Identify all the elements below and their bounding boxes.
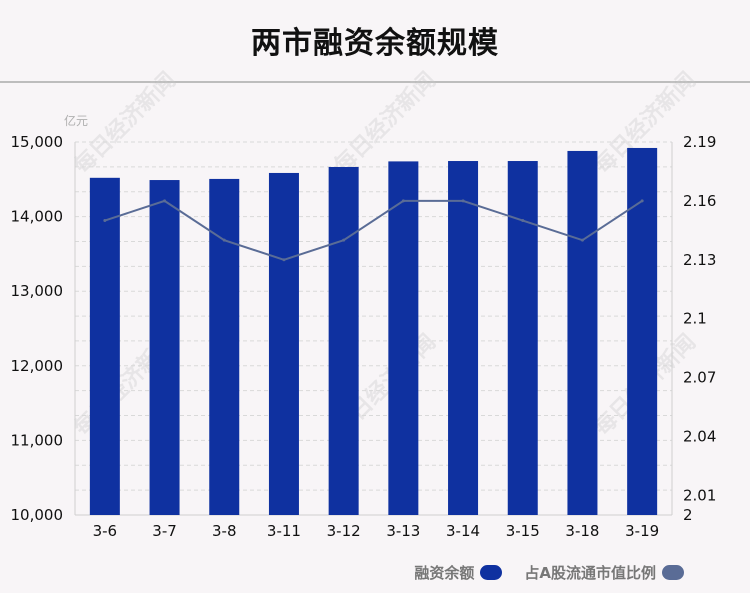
right-tick-label: 2.13 [683, 251, 716, 269]
left-tick-label: 11,000 [11, 431, 64, 449]
left-tick-label: 15,000 [11, 133, 64, 151]
x-tick-label: 3-12 [327, 522, 361, 540]
left-axis-unit: 亿元 [64, 113, 88, 128]
legend-line-swatch [662, 565, 684, 580]
x-tick-label: 3-6 [93, 522, 118, 540]
right-tick-label: 2.07 [683, 369, 716, 387]
legend: 融资余额 占A股流通市值比例 [400, 562, 684, 583]
left-tick-label: 10,000 [11, 506, 64, 524]
x-tick-label: 3-7 [152, 522, 177, 540]
x-tick-label: 3-15 [506, 522, 540, 540]
left-tick-label: 12,000 [11, 357, 64, 375]
line-point [640, 199, 644, 203]
left-tick-label: 14,000 [11, 208, 64, 226]
x-tick-label: 3-19 [625, 522, 659, 540]
title-divider [0, 81, 750, 83]
bar [388, 161, 419, 515]
line-point [222, 238, 226, 242]
bar [448, 161, 479, 515]
legend-bar-label: 融资余额 [414, 564, 475, 582]
ratio-line [104, 199, 643, 261]
bar [268, 172, 299, 516]
bar [507, 161, 538, 515]
bar [89, 177, 120, 516]
bar [328, 166, 359, 515]
bar [627, 147, 658, 515]
line-point [342, 238, 346, 242]
x-tick-label: 3-11 [267, 522, 301, 540]
legend-item-line: 占A股流通市值比例 [524, 562, 684, 583]
x-tick-label: 3-8 [212, 522, 237, 540]
line-point [282, 258, 286, 262]
right-tick-label: 2.1 [683, 310, 707, 328]
left-tick-label: 13,000 [11, 282, 64, 300]
watermark: 每日经济新闻 [329, 67, 441, 179]
right-tick-label: 2 [683, 506, 693, 524]
right-tick-label: 2.01 [683, 486, 716, 504]
bar [567, 150, 598, 515]
x-tick-label: 3-13 [386, 522, 420, 540]
line-point [521, 219, 525, 223]
line-point [580, 238, 584, 242]
line-point [103, 219, 107, 223]
right-tick-label: 2.16 [683, 192, 716, 210]
bar [209, 178, 240, 515]
bar [149, 180, 180, 515]
right-tick-label: 2.04 [683, 427, 716, 445]
x-tick-label: 3-18 [565, 522, 599, 540]
legend-item-bar: 融资余额 [414, 562, 503, 583]
line-point [163, 199, 167, 203]
line-point [401, 199, 405, 203]
legend-bar-swatch [480, 565, 503, 580]
right-tick-label: 2.19 [683, 133, 716, 151]
chart-title: 两市融资余额规模 [251, 26, 499, 61]
x-tick-label: 3-14 [446, 522, 480, 540]
line-point [461, 199, 465, 203]
legend-line-label: 占A股流通市值比例 [524, 564, 656, 582]
